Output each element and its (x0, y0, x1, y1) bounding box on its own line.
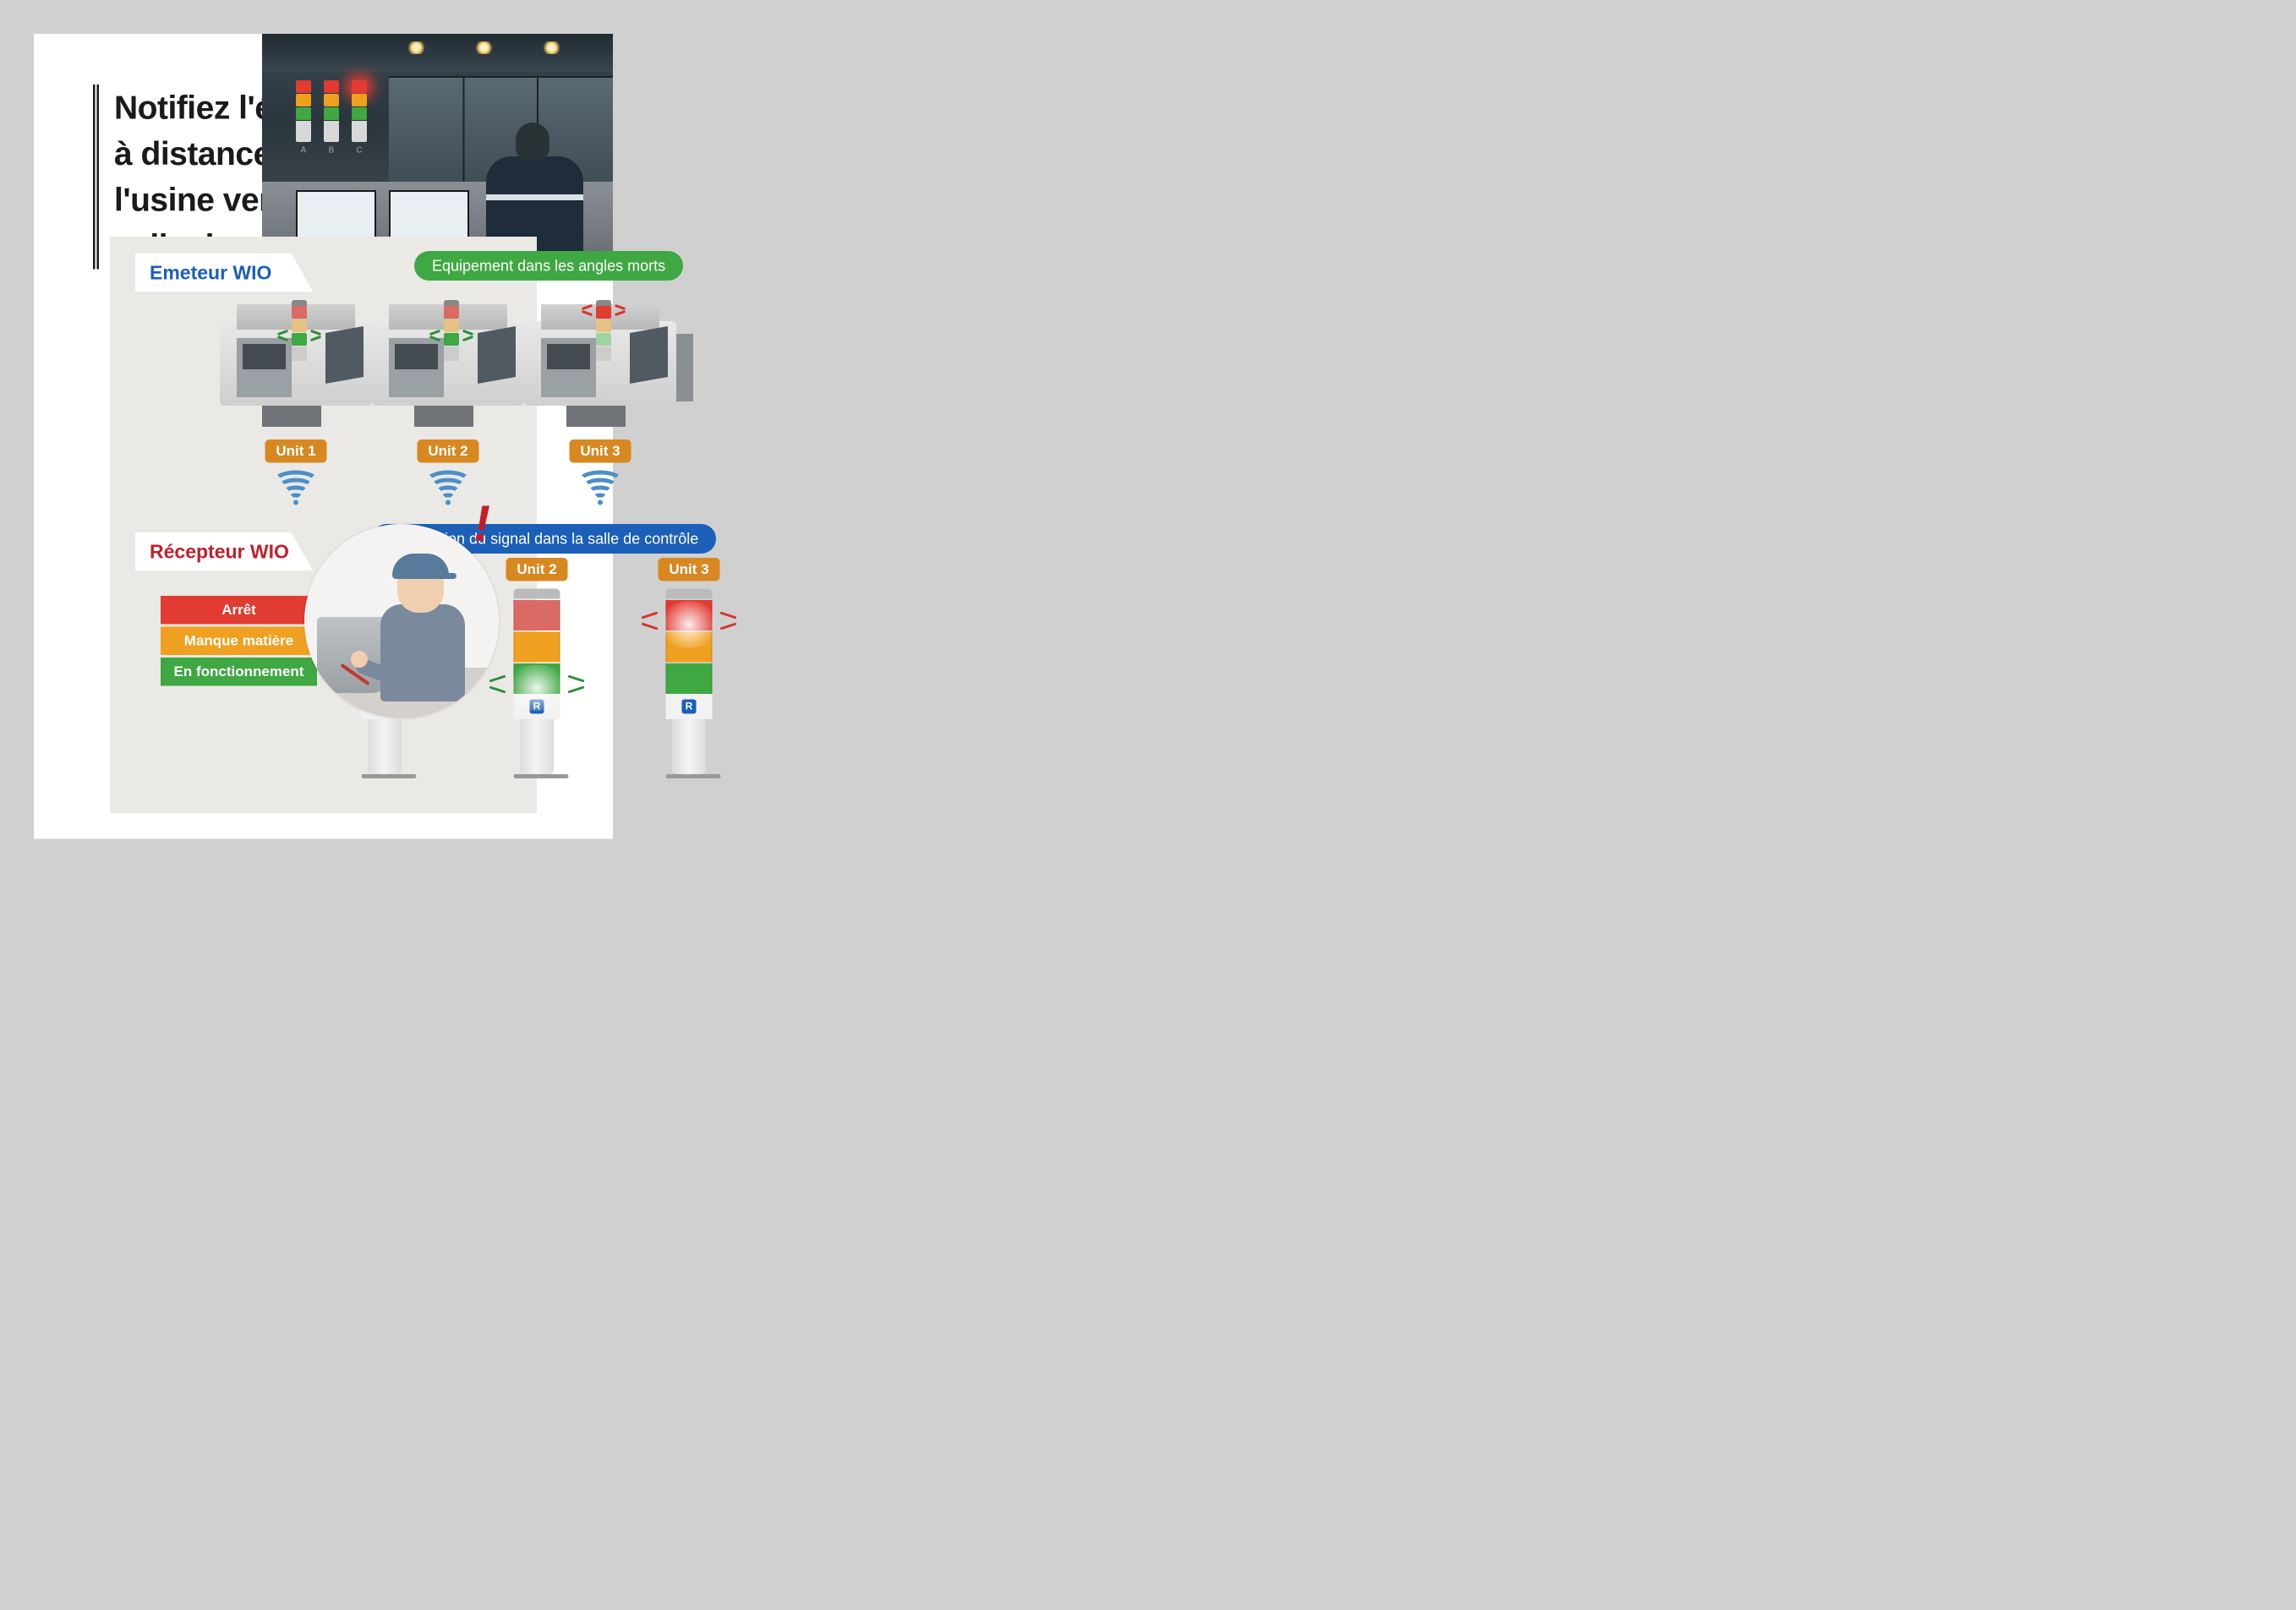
photo-signal-towers: ABC (296, 80, 367, 156)
emitter-unit-2: Unit 2 (372, 275, 524, 509)
control-room-photo: ABC (262, 34, 613, 254)
status-legend: ArrêtManque matièreEn fonctionnement (161, 596, 317, 689)
photo-tower-C: C (352, 80, 367, 156)
receiver-unit-3: Unit 3 R (642, 558, 735, 778)
infographic-page: Notifiez l'état de fonctionnement à dist… (34, 34, 613, 839)
wifi-icon (577, 471, 624, 509)
receiver-unit-2: Unit 2 R (490, 558, 583, 778)
emitter-machines-row: Unit 1 (220, 275, 469, 509)
unit-badge: Unit 1 (265, 439, 326, 463)
unit-badge: Unit 3 (658, 558, 719, 581)
emitter-unit-1: Unit 1 (220, 275, 372, 509)
unit-badge: Unit 2 (417, 439, 478, 463)
operator-illustration (304, 524, 499, 718)
emitter-unit-3: Unit 3 (524, 275, 676, 509)
legend-row: En fonctionnement (161, 658, 317, 686)
unit-badge: Unit 3 (569, 439, 631, 463)
receiver-tower-icon: R (514, 589, 560, 779)
signal-tower-icon (444, 300, 459, 361)
unit-badge: Unit 2 (506, 558, 567, 581)
legend-row: Manque matière (161, 627, 317, 656)
receiver-section-label: Récepteur WIO (135, 532, 313, 570)
legend-row: Arrêt (161, 596, 317, 625)
signal-tower-icon (596, 300, 611, 361)
signal-tower-icon (292, 300, 307, 361)
system-diagram: Emeteur WIO Equipement dans les angles m… (110, 237, 537, 814)
receiver-tower-icon: R (666, 589, 713, 779)
photo-tower-B: B (324, 80, 339, 156)
wifi-icon (425, 471, 472, 509)
exclamation-icon: ! (473, 494, 490, 553)
photo-tower-A: A (296, 80, 311, 156)
operator-back-view (461, 110, 596, 254)
wifi-icon (273, 471, 320, 509)
